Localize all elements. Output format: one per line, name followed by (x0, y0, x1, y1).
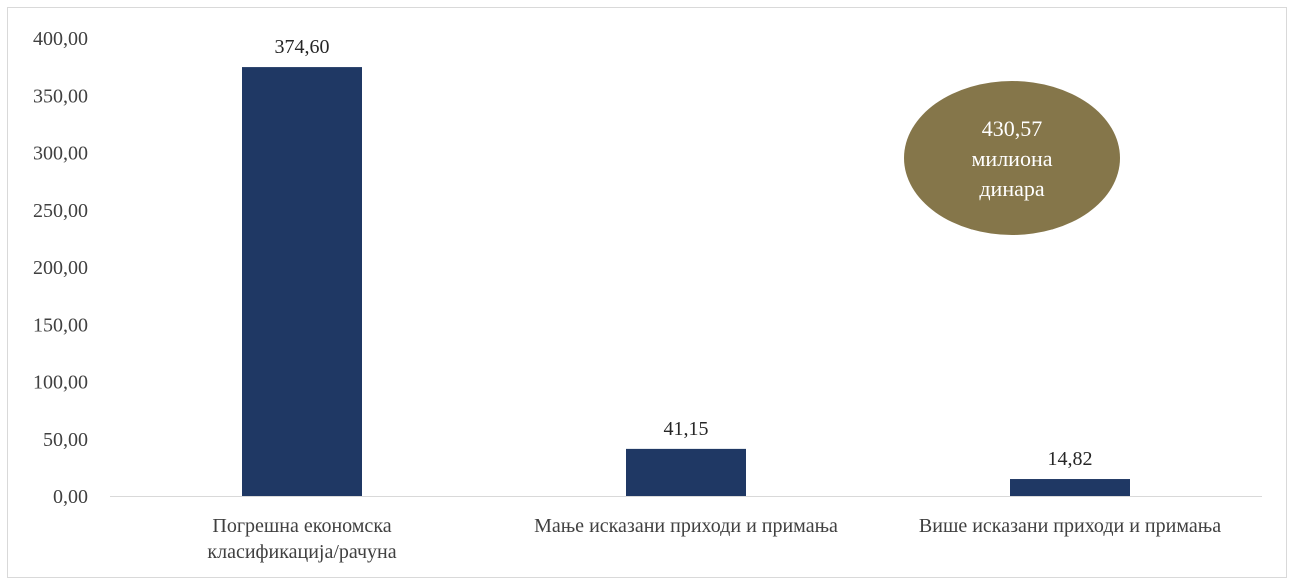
y-tick-label: 200,00 (33, 257, 88, 279)
labels-layer: 374,60 Погрешна економска класификација/ра… (207, 36, 1221, 563)
bar (1010, 479, 1130, 496)
total-callout: 430,57 милиона динара (904, 81, 1120, 235)
y-tick-label: 350,00 (33, 85, 88, 107)
y-tick-label: 100,00 (33, 372, 88, 394)
bar-value-label: 14,82 (1048, 448, 1093, 470)
x-category-label: Више исказани приходи и примања (919, 515, 1221, 537)
y-tick-label: 0,00 (53, 486, 88, 508)
bar (242, 67, 362, 496)
y-tick-label: 400,00 (33, 28, 88, 50)
callout-line-2: милиона (972, 146, 1053, 171)
callout-line-1: 430,57 (982, 116, 1043, 141)
bars-layer (242, 67, 1130, 496)
chart-frame (7, 7, 1287, 578)
axis-layer: 0,00 50,00 100,00 150,00 200,00 250,00 300,00 3… (33, 28, 1262, 508)
y-tick-label: 300,00 (33, 143, 88, 165)
x-category-label: Погрешна економска (212, 515, 391, 537)
callout-line-3: динара (979, 176, 1045, 201)
y-tick-label: 150,00 (33, 314, 88, 336)
y-tick-label: 50,00 (43, 429, 88, 451)
bar-value-label: 374,60 (275, 36, 330, 58)
bar (626, 448, 746, 496)
bar-value-label: 41,15 (664, 418, 709, 440)
callout-ellipse (904, 81, 1120, 235)
x-category-label: класификација/рачуна (207, 541, 396, 563)
x-category-label: Мање исказани приходи и примања (534, 515, 838, 537)
y-tick-label: 250,00 (33, 200, 88, 222)
